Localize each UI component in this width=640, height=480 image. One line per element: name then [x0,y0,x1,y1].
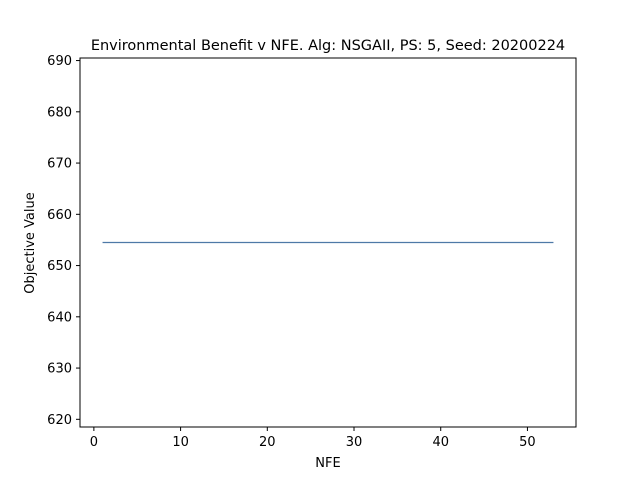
x-tick-label-0: 0 [90,435,98,450]
y-tick-label-690: 690 [47,54,72,69]
y-tick-label-660: 660 [47,208,72,223]
x-tick-label-30: 30 [346,435,363,450]
x-axis-label: NFE [315,456,340,471]
chart-title: Environmental Benefit v NFE. Alg: NSGAII… [91,38,565,54]
y-tick-label-640: 640 [47,310,72,325]
plot-area: 0 10 20 30 40 50 620 630 640 650 660 670 680 690 [47,54,577,450]
y-axis-label: Objective Value [23,192,38,293]
x-tick-label-50: 50 [519,435,536,450]
y-tick-label-620: 620 [47,413,72,428]
x-tick-label-40: 40 [432,435,449,450]
x-tick-label-20: 20 [259,435,276,450]
plot-frame [79,57,577,428]
y-tick-label-650: 650 [47,259,72,274]
y-tick-label-630: 630 [47,362,72,377]
x-tick-label-10: 10 [172,435,189,450]
y-tick-label-680: 680 [47,105,72,120]
y-tick-label-670: 670 [47,157,72,172]
